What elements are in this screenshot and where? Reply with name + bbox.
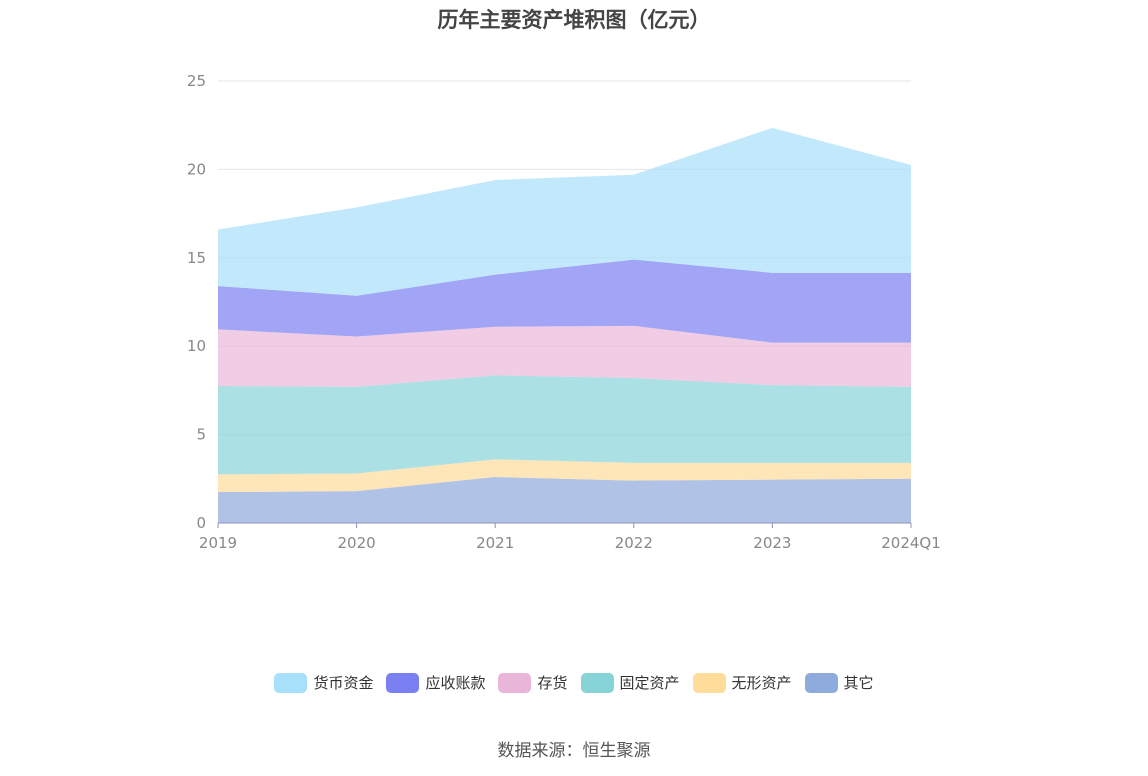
axes: 0 5 10 15 20 25 2019 2020 2021 2022 2023 2024Q1 [187, 72, 941, 552]
legend-swatch [498, 672, 532, 693]
legend-label: 固定资产 [619, 674, 680, 692]
y-tick-label: 10 [187, 337, 206, 355]
legend-label: 无形资产 [731, 674, 792, 692]
x-tick-label: 2022 [615, 534, 653, 552]
area-固定资产 [218, 375, 911, 475]
y-tick-label: 0 [196, 514, 206, 532]
y-tick-label: 5 [196, 426, 206, 444]
legend-item[interactable]: 无形资产 [692, 672, 792, 693]
x-tick-label: 2019 [199, 534, 237, 552]
legend: 货币资金 应收账款 存货 固定资产 无形资产 其它 [0, 672, 1148, 693]
y-tick-label: 15 [187, 249, 206, 267]
series-areas [218, 127, 911, 523]
legend-label: 货币资金 [313, 674, 374, 692]
legend-item[interactable]: 固定资产 [580, 672, 680, 693]
area-其它 [218, 477, 911, 523]
y-tick-label: 25 [187, 72, 206, 90]
legend-swatch [692, 672, 726, 693]
chart-title: 历年主要资产堆积图（亿元） [437, 8, 711, 32]
legend-swatch [274, 672, 308, 693]
y-tick-label: 20 [187, 160, 206, 178]
data-source: 数据来源：恒生聚源 [497, 741, 651, 761]
x-tick-label: 2023 [753, 534, 791, 552]
legend-item[interactable]: 货币资金 [274, 672, 373, 693]
x-tick-label: 2024Q1 [881, 534, 941, 552]
legend-swatch [386, 672, 420, 693]
legend-label: 应收账款 [425, 674, 486, 692]
legend-item[interactable]: 存货 [498, 672, 568, 693]
legend-item[interactable]: 应收账款 [386, 672, 485, 693]
legend-label: 存货 [537, 674, 568, 692]
legend-swatch [804, 672, 838, 693]
area-存货 [218, 325, 911, 387]
area-无形资产 [218, 459, 911, 493]
legend-label: 其它 [843, 674, 874, 692]
area-货币资金 [218, 127, 911, 296]
x-tick-label: 2020 [338, 534, 376, 552]
legend-swatch [580, 672, 614, 693]
area-应收账款 [218, 259, 911, 343]
x-tick-label: 2021 [476, 534, 514, 552]
legend-item[interactable]: 其它 [804, 672, 874, 693]
stacked-area-chart: 0 5 10 15 20 25 2019 2020 2021 2022 2023 2024Q1 [187, 72, 941, 552]
